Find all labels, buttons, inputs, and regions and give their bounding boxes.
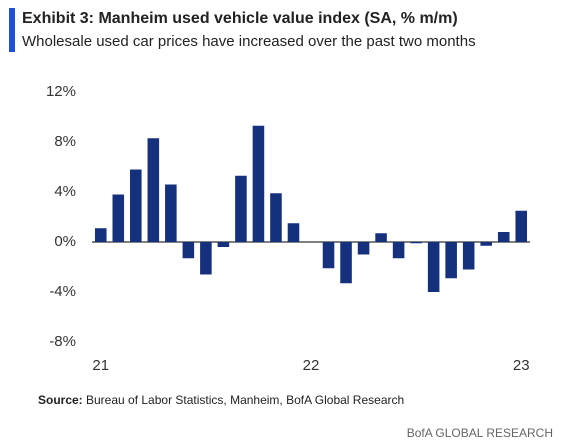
source-label: Source: [38, 393, 83, 407]
bar [445, 242, 457, 279]
x-tick-label: 21 [92, 357, 109, 374]
bar [497, 232, 510, 242]
bar [480, 242, 492, 246]
bar [287, 223, 300, 242]
bar [462, 242, 475, 270]
bar [200, 242, 212, 275]
footer: BofA GLOBAL RESEARCH [407, 426, 553, 440]
bar [182, 242, 195, 259]
chart-subtitle: Wholesale used car prices have increased… [22, 33, 476, 50]
y-tick-label: 4% [54, 183, 76, 200]
bar [270, 193, 282, 242]
bar [165, 184, 177, 242]
bar [217, 242, 230, 247]
y-tick-label: -4% [49, 283, 76, 300]
bar [375, 233, 387, 242]
y-tick-label: -8% [49, 333, 76, 350]
title-accent [9, 8, 15, 52]
source: Bureau of Labor Statistics, Manheim, Bof… [86, 393, 404, 407]
x-tick-label: 23 [513, 357, 530, 374]
chart-title: Exhibit 3: Manheim used vehicle value in… [22, 10, 458, 27]
bar [94, 228, 107, 242]
x-tick-label: 22 [303, 357, 320, 374]
y-tick-label: 12% [46, 83, 76, 100]
bar [147, 138, 160, 242]
bar [410, 242, 422, 244]
bar [357, 242, 370, 255]
bar [427, 242, 440, 292]
bar [392, 242, 405, 259]
bar [322, 242, 335, 269]
y-tick-label: 0% [54, 233, 76, 250]
bar [112, 194, 125, 242]
bar [515, 210, 528, 242]
bar [130, 169, 142, 242]
bar [235, 175, 247, 242]
y-tick-label: 8% [54, 133, 76, 150]
bar [252, 125, 265, 242]
bar [340, 242, 352, 284]
